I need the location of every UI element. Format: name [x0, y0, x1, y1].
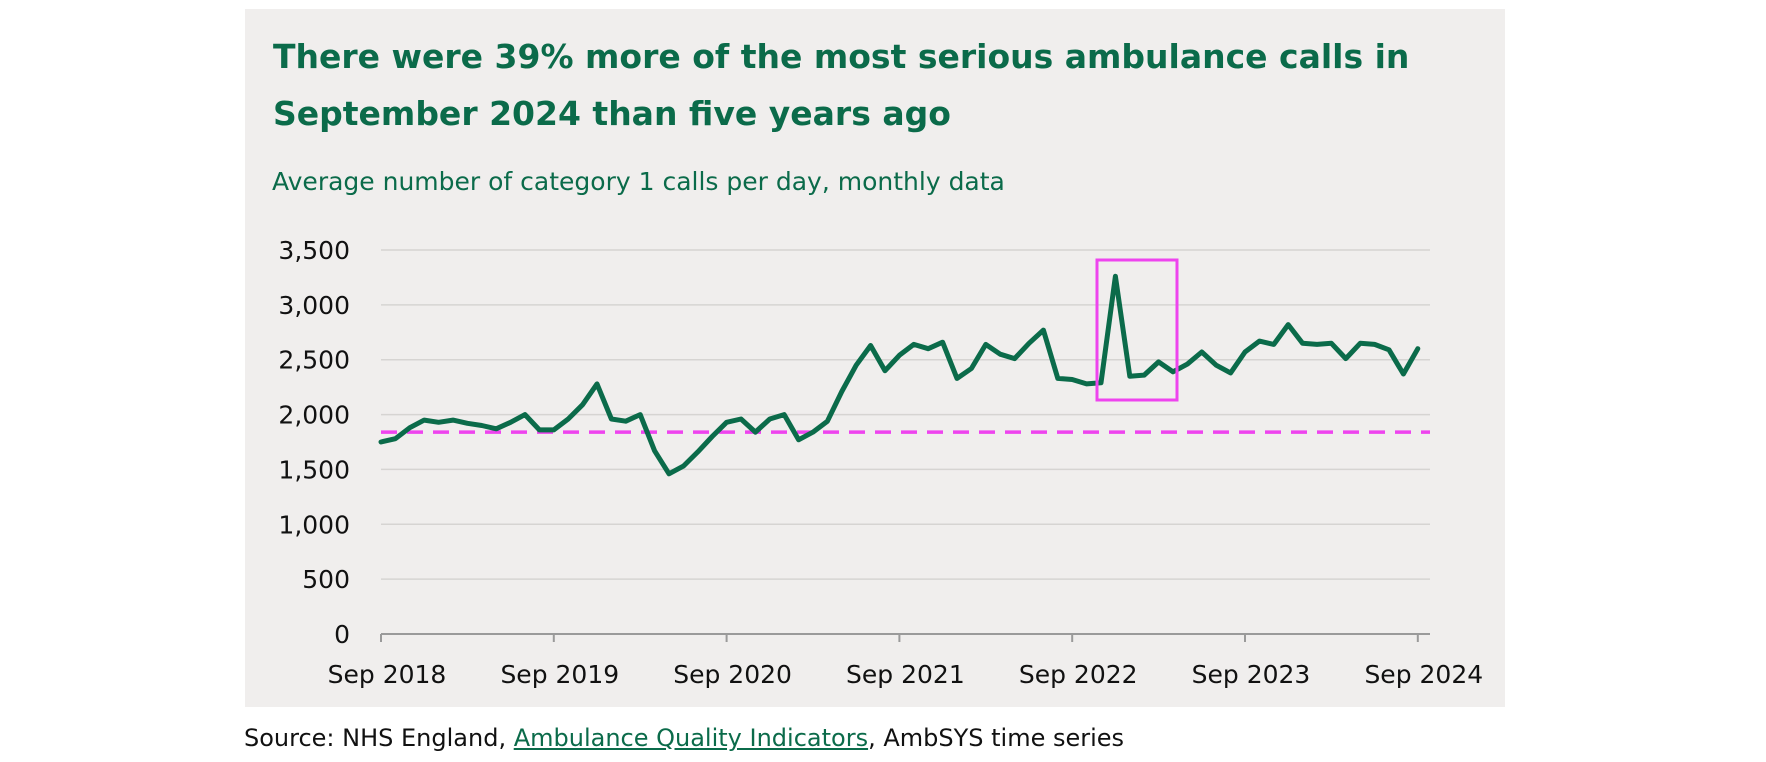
x-tick-label: Sep 2019 — [500, 660, 619, 689]
highlight-group — [1095, 258, 1179, 402]
y-tick-label: 2,000 — [278, 401, 350, 430]
y-tick-label: 3,000 — [278, 291, 350, 320]
x-axis: Sep 2018 Sep 2019 Sep 2020 Sep 2021 Sep 2022… — [328, 633, 1483, 689]
x-tick-label: Sep 2024 — [1364, 660, 1483, 689]
series-line — [378, 273, 1421, 477]
x-tick-label: Sep 2022 — [1019, 660, 1138, 689]
x-tick-label: Sep 2021 — [846, 660, 965, 689]
chart-subtitle: Average number of category 1 calls per d… — [272, 167, 1005, 196]
y-tick-label: 1,500 — [278, 455, 350, 484]
chart-title: There were 39% more of the most serious … — [273, 37, 1410, 133]
source-prefix: Source: NHS England, — [244, 724, 514, 752]
y-axis: 0 500 1,000 1,500 2,000 2,500 3,000 3,500 — [278, 236, 350, 649]
y-tick-label: 0 — [334, 620, 350, 649]
y-tick-label: 1,000 — [278, 510, 350, 539]
gridlines — [381, 249, 1430, 580]
series-group — [378, 273, 1421, 477]
highlight-box — [1095, 258, 1179, 402]
y-tick-label: 2,500 — [278, 346, 350, 375]
y-tick-label: 3,500 — [278, 236, 350, 265]
x-tick-label: Sep 2018 — [328, 660, 447, 689]
source-suffix: , AmbSYS time series — [868, 724, 1125, 752]
x-tick-label: Sep 2023 — [1192, 660, 1311, 689]
y-tick-label: 500 — [302, 565, 350, 594]
source-link[interactable]: Ambulance Quality Indicators — [513, 724, 869, 752]
source-note: Source: NHS England, Ambulance Quality I… — [244, 724, 1124, 752]
x-tick-label: Sep 2020 — [673, 660, 792, 689]
